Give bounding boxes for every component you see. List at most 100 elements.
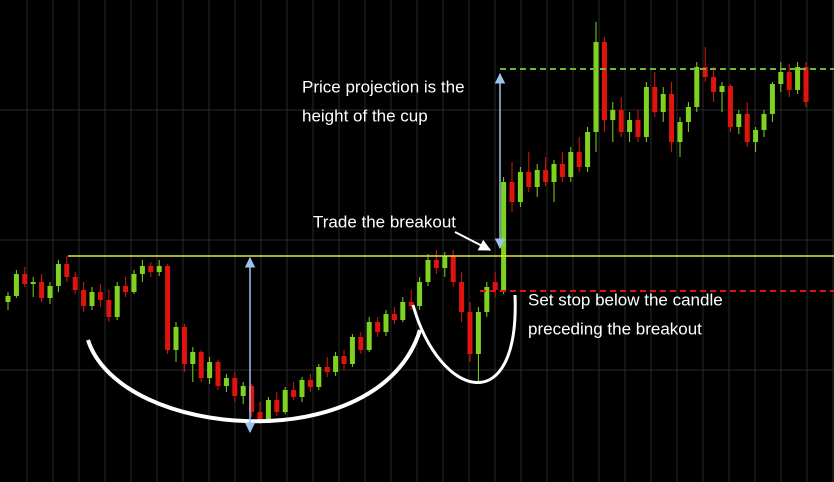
candle-body (601, 42, 607, 120)
candle-body (467, 312, 473, 354)
candle-body (568, 152, 574, 177)
candle-body (736, 114, 742, 127)
candle-body (761, 114, 767, 130)
candle-body (627, 120, 633, 132)
candle-body (509, 182, 515, 202)
candle-body (366, 322, 372, 350)
candle-body (190, 352, 196, 364)
candle-body (299, 380, 305, 397)
candle-body (534, 170, 540, 187)
candle-body (198, 352, 204, 378)
candle-body (459, 282, 465, 312)
candle-body (744, 114, 750, 142)
candle-body (450, 256, 456, 282)
candle-body (727, 86, 733, 127)
candle-body (417, 282, 423, 306)
candle-body (652, 87, 658, 112)
candle-body (635, 120, 641, 137)
candle-body (232, 378, 238, 396)
candle-body (442, 256, 448, 268)
candle-body (207, 362, 213, 378)
candle-body (123, 286, 129, 292)
candle-body (55, 264, 61, 286)
annotation: height of the cup (302, 106, 428, 125)
candle-body (316, 367, 322, 387)
candle-body (685, 107, 691, 122)
candle-body (803, 67, 809, 102)
candle-body (89, 292, 95, 306)
candle-body (526, 172, 532, 187)
breakout-pointer (454, 231, 492, 251)
candle-body (349, 337, 355, 364)
candle-body (501, 182, 507, 290)
candle-body (215, 362, 221, 386)
candle-body (139, 266, 145, 274)
candle-body (517, 172, 523, 202)
candle-body (702, 67, 708, 77)
candle-body (711, 77, 717, 92)
candle-body (795, 67, 801, 90)
candle-body (694, 67, 700, 107)
candle-body (433, 260, 439, 268)
candle-body (223, 378, 229, 386)
annotation: preceding the breakout (528, 319, 702, 338)
candle-body (165, 266, 171, 350)
candle-body (39, 282, 45, 298)
candle-body (173, 327, 179, 350)
candle-body (156, 266, 162, 272)
candle-body (719, 86, 725, 92)
candle-body (97, 292, 103, 300)
candle-body (610, 110, 616, 120)
candle-body (543, 170, 549, 182)
candle-body (22, 274, 28, 284)
candle-body (5, 296, 11, 302)
candle-body (282, 390, 288, 412)
handle-arc (411, 294, 517, 384)
candle-body (341, 356, 347, 364)
candle-body (408, 302, 414, 306)
candle-body (358, 337, 364, 350)
candle-body (257, 412, 263, 420)
candle-body (181, 327, 187, 364)
candle-body (669, 94, 675, 142)
candle-body (81, 290, 87, 306)
candle-body (769, 84, 775, 114)
candle-body (400, 302, 406, 320)
candle-body (64, 264, 70, 277)
candle-body (375, 322, 381, 332)
candle-body (307, 380, 313, 387)
candle-body (551, 164, 557, 182)
candle-body (106, 300, 112, 317)
candle-body (425, 260, 431, 282)
candle-body (131, 274, 137, 292)
candle-body (30, 282, 36, 284)
candle-body (786, 72, 792, 90)
annotation: Price projection is the (302, 77, 465, 96)
candle-body (114, 286, 120, 317)
candle-body (383, 314, 389, 332)
candle-body (753, 130, 759, 142)
candle-body (265, 400, 271, 420)
candle-body (576, 152, 582, 167)
candle-body (391, 314, 397, 320)
candle-body (677, 122, 683, 142)
candle-body (47, 286, 53, 298)
annotation: Set stop below the candle (528, 290, 723, 309)
candle-body (324, 367, 330, 372)
candle-body (660, 94, 666, 112)
candle-body (484, 287, 490, 312)
candle-body (492, 282, 498, 290)
candle-body (778, 72, 784, 84)
candle-body (333, 356, 339, 372)
candle-body (593, 42, 599, 132)
candle-body (274, 400, 280, 412)
candle-body (618, 110, 624, 132)
candle-body (148, 266, 154, 272)
candle-body (240, 386, 246, 396)
candle-body (643, 87, 649, 137)
candles (5, 22, 809, 424)
candle-body (72, 277, 78, 290)
annotation: Trade the breakout (313, 212, 456, 231)
